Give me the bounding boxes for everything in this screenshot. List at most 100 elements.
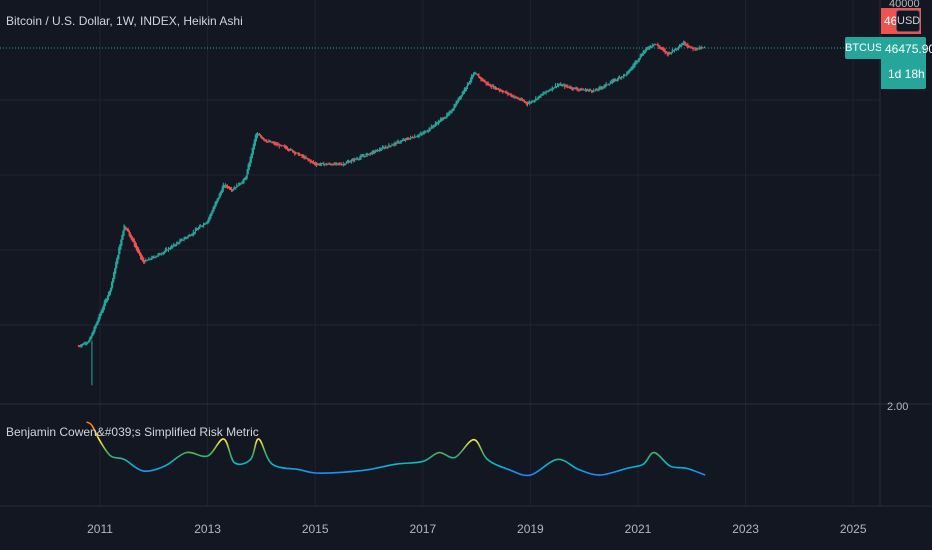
candle-body xyxy=(453,105,455,110)
candle-body xyxy=(144,260,146,263)
candle-body xyxy=(281,145,283,147)
candle-body xyxy=(515,96,517,98)
candle-body xyxy=(152,256,154,258)
candle-body xyxy=(192,231,194,235)
candle-body xyxy=(650,45,652,48)
candle-body xyxy=(291,149,293,151)
candle-body xyxy=(478,74,480,79)
candle-body xyxy=(121,235,123,245)
candle-body xyxy=(284,146,287,148)
candle-body xyxy=(329,163,331,165)
candle-body xyxy=(106,295,109,301)
candle-body xyxy=(82,343,84,346)
risk-metric-series xyxy=(86,421,706,477)
candle-body xyxy=(503,91,505,93)
candle-body xyxy=(280,145,282,146)
candle-body xyxy=(288,149,291,151)
candle-body xyxy=(602,86,604,88)
candle-body xyxy=(116,257,118,269)
candle-body xyxy=(431,126,433,128)
candle-body xyxy=(118,248,120,260)
candle-body xyxy=(338,163,340,165)
candle-body xyxy=(588,89,591,91)
candle-body xyxy=(289,149,292,150)
candle-body xyxy=(560,84,562,86)
candle-body xyxy=(512,95,514,98)
candle-body xyxy=(660,47,662,49)
candle-body xyxy=(695,48,697,50)
candle-body xyxy=(370,153,372,155)
candle-body xyxy=(254,135,256,145)
candle-body xyxy=(415,136,417,138)
candle-body xyxy=(443,118,445,120)
candle-body xyxy=(101,308,103,314)
candle-body xyxy=(182,239,184,241)
candle-body xyxy=(265,139,267,142)
candle-body xyxy=(473,72,475,77)
candle-body xyxy=(78,346,81,347)
candle-body xyxy=(257,134,260,136)
candle-body xyxy=(540,94,542,97)
candle-body xyxy=(436,123,439,125)
candle-body xyxy=(124,226,126,230)
candle-body xyxy=(359,157,361,159)
candle-body xyxy=(536,98,538,100)
candle-body xyxy=(318,164,321,166)
candle-body xyxy=(601,87,603,89)
candle-body xyxy=(547,90,549,92)
candle-body xyxy=(79,346,82,347)
last-price-value: 46475.90 xyxy=(885,42,932,56)
candle-body xyxy=(139,252,142,258)
candle-body xyxy=(659,46,661,48)
candle-body xyxy=(369,152,371,155)
candle-body xyxy=(578,89,580,91)
candle-body xyxy=(349,161,352,163)
candle-body xyxy=(652,44,654,47)
candle-body xyxy=(345,162,348,164)
candle-body xyxy=(328,163,330,165)
candle-body xyxy=(635,60,637,64)
candle-body xyxy=(275,143,277,145)
candle-body xyxy=(375,149,378,152)
candle-body xyxy=(523,100,525,103)
candle-body xyxy=(604,84,606,87)
candle-body xyxy=(546,90,548,92)
candle-body xyxy=(480,77,482,80)
candle-body xyxy=(607,84,609,86)
candle-body xyxy=(455,101,457,107)
candle-body xyxy=(391,145,393,146)
candle-body xyxy=(671,49,673,53)
candle-body xyxy=(462,91,464,95)
candle-body xyxy=(629,70,631,72)
candle-body xyxy=(276,143,278,146)
currency-button[interactable]: USD xyxy=(896,10,920,32)
x-axis-label: 2015 xyxy=(301,522,329,536)
candle-body xyxy=(258,134,261,136)
candle-body xyxy=(151,256,153,260)
x-axis-label: 2023 xyxy=(732,522,759,536)
candle-body xyxy=(269,141,271,143)
candle-body xyxy=(406,138,409,140)
candle-body xyxy=(487,83,489,86)
candle-body xyxy=(486,82,488,84)
candle-body xyxy=(365,154,367,157)
candle-body xyxy=(507,92,509,95)
candle-body xyxy=(251,147,253,158)
candle-body xyxy=(460,95,462,98)
candle-body xyxy=(228,187,231,190)
candle-body xyxy=(445,116,447,119)
candle-body xyxy=(613,80,616,82)
candle-body xyxy=(489,84,491,87)
candle-body xyxy=(514,96,516,98)
candle-body xyxy=(661,47,663,49)
candle-body xyxy=(377,149,380,151)
candle-body xyxy=(129,232,131,238)
candle-body xyxy=(308,159,310,161)
candle-body xyxy=(163,251,165,253)
candle-body xyxy=(386,146,388,148)
candle-body xyxy=(674,48,677,51)
candle-body xyxy=(541,94,543,96)
candle-body xyxy=(537,96,539,100)
candle-body xyxy=(117,255,119,264)
